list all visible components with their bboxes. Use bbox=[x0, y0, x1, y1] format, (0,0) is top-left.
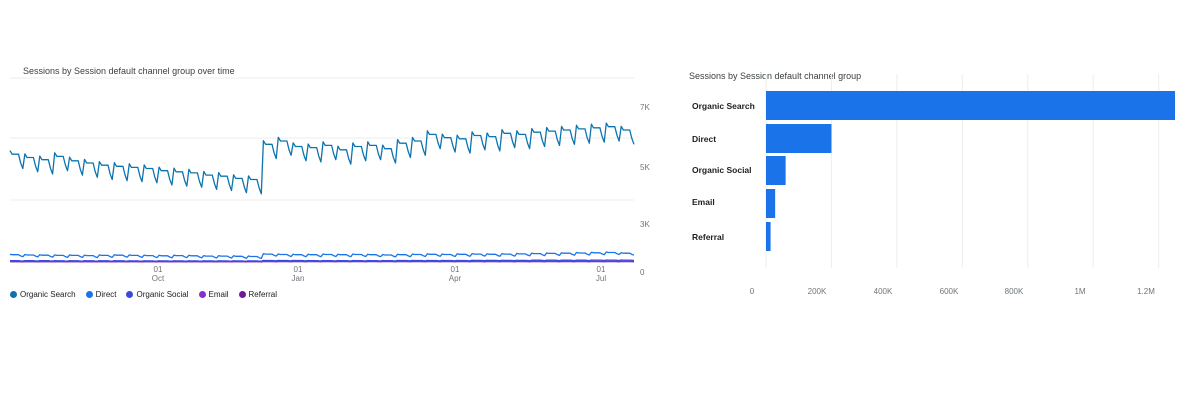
legend-swatch bbox=[198, 291, 206, 298]
y-tick-label: 0 bbox=[640, 268, 645, 277]
legend-swatch bbox=[85, 291, 93, 298]
legend-label: Referral bbox=[248, 290, 277, 299]
bar-email bbox=[766, 189, 776, 218]
legend-label: Email bbox=[208, 290, 229, 299]
bar-organic-search bbox=[766, 91, 1175, 120]
x-tick-month: Apr bbox=[449, 274, 462, 283]
bar-chart-title: Sessions by Session default channel grou… bbox=[689, 71, 862, 81]
x-tick-label: 0 bbox=[750, 287, 755, 296]
series-line-organic-social bbox=[9, 259, 635, 262]
x-tick-label: 1M bbox=[1074, 287, 1085, 296]
legend-item[interactable]: Direct bbox=[85, 290, 117, 299]
bar-organic-social bbox=[766, 156, 786, 185]
y-tick-label: 7K bbox=[640, 103, 650, 112]
x-tick-label: 600K bbox=[940, 287, 959, 296]
x-tick-month: Jul bbox=[596, 274, 606, 283]
line-chart-legend: Organic Search Direct Organic Social Email R… bbox=[10, 290, 277, 299]
y-tick-label: 3K bbox=[640, 220, 650, 229]
x-tick-label: 1.2M bbox=[1137, 287, 1155, 296]
legend-label: Organic Social bbox=[136, 290, 189, 299]
legend-label: Direct bbox=[95, 290, 117, 299]
series-line-organic-search bbox=[9, 122, 635, 195]
x-tick-day: 01 bbox=[154, 265, 163, 274]
category-label: Organic Search bbox=[692, 101, 755, 111]
legend-swatch bbox=[238, 291, 246, 298]
legend-swatch bbox=[126, 291, 134, 298]
legend-swatch bbox=[10, 291, 17, 298]
bar-chart: 0 200K 400K 600K 800K 1M 1.2M Organic Search Dir… bbox=[692, 74, 1175, 296]
x-tick-day: 01 bbox=[294, 265, 303, 274]
x-tick-day: 01 bbox=[597, 265, 606, 274]
series-line-direct bbox=[9, 251, 635, 260]
x-tick-label: 200K bbox=[808, 287, 827, 296]
category-label: Direct bbox=[692, 134, 716, 144]
legend-item[interactable]: Organic Search bbox=[10, 290, 76, 299]
x-tick-label: 800K bbox=[1005, 287, 1024, 296]
legend-label: Organic Search bbox=[20, 290, 76, 299]
x-tick-label: 400K bbox=[874, 287, 893, 296]
x-tick-day: 01 bbox=[451, 265, 460, 274]
legend-item[interactable]: Referral bbox=[238, 290, 277, 299]
category-label: Email bbox=[692, 197, 715, 207]
bar-referral bbox=[766, 222, 771, 251]
x-tick-month: Oct bbox=[152, 274, 165, 283]
legend-item[interactable]: Email bbox=[198, 290, 229, 299]
bar-direct bbox=[766, 124, 832, 153]
category-label: Referral bbox=[692, 232, 724, 242]
category-label: Organic Social bbox=[692, 165, 752, 175]
y-tick-label: 5K bbox=[640, 163, 650, 172]
legend-item[interactable]: Organic Social bbox=[126, 290, 189, 299]
line-chart-title: Sessions by Session default channel grou… bbox=[23, 66, 235, 76]
x-tick-month: Jan bbox=[292, 274, 305, 283]
